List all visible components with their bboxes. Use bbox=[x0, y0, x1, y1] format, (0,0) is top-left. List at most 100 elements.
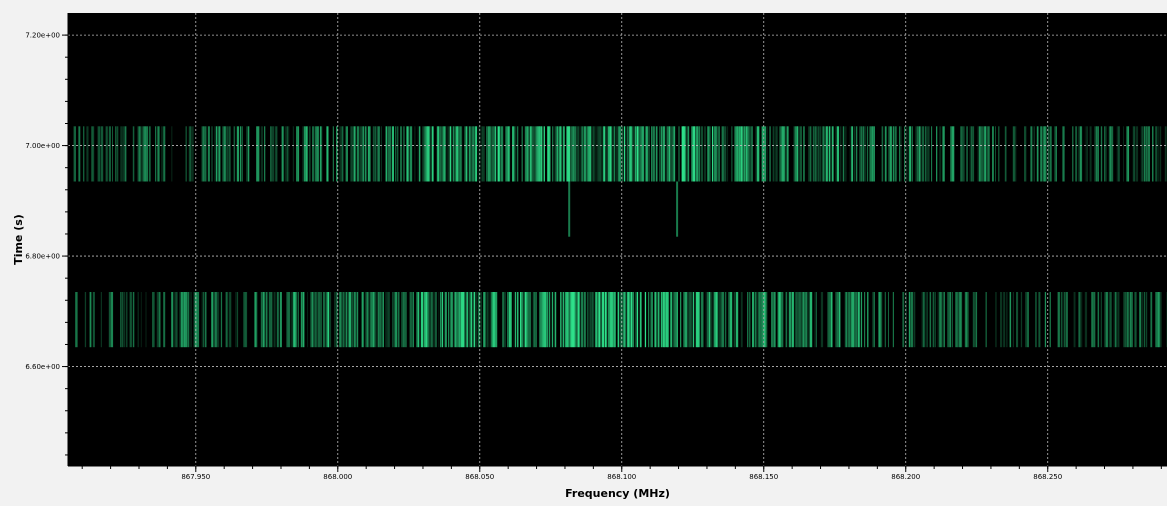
signal-stroke bbox=[961, 126, 963, 182]
signal-stroke bbox=[492, 292, 495, 348]
signal-stroke bbox=[190, 126, 192, 182]
signal-stroke bbox=[758, 126, 761, 182]
signal-stroke bbox=[1044, 126, 1047, 182]
signal-stroke bbox=[320, 126, 322, 182]
signal-stroke bbox=[390, 126, 392, 182]
signal-stroke bbox=[1016, 292, 1019, 348]
signal-stroke bbox=[110, 292, 113, 348]
signal-stroke bbox=[392, 126, 394, 182]
signal-stroke bbox=[411, 126, 413, 182]
signal-stroke bbox=[1118, 292, 1120, 348]
signal-stroke bbox=[540, 292, 543, 348]
signal-stroke bbox=[1118, 126, 1120, 182]
signal-stroke bbox=[1097, 292, 1100, 348]
signal-stroke bbox=[572, 292, 575, 348]
signal-stroke bbox=[1012, 126, 1015, 182]
signal-stroke bbox=[387, 126, 389, 182]
signal-stroke bbox=[321, 126, 323, 182]
signal-stroke bbox=[708, 126, 711, 182]
signal-stroke bbox=[892, 292, 894, 348]
signal-stroke bbox=[230, 292, 232, 348]
signal-stroke bbox=[563, 126, 565, 182]
signal-stroke bbox=[203, 126, 205, 182]
signal-stroke bbox=[614, 292, 616, 348]
signal-stroke bbox=[817, 126, 819, 182]
signal-layer bbox=[73, 126, 1167, 348]
signal-stroke bbox=[371, 292, 374, 348]
signal-stroke bbox=[441, 292, 443, 348]
signal-stroke bbox=[1009, 292, 1012, 348]
signal-stroke bbox=[966, 292, 969, 348]
signal-stroke bbox=[1084, 126, 1086, 182]
signal-stroke bbox=[1156, 292, 1159, 348]
signal-stroke bbox=[772, 126, 774, 182]
signal-stroke bbox=[894, 126, 897, 182]
signal-stroke bbox=[489, 292, 491, 348]
signal-stroke bbox=[1012, 292, 1014, 348]
signal-stroke bbox=[356, 126, 359, 182]
signal-stroke bbox=[784, 126, 786, 182]
signal-stroke bbox=[675, 126, 677, 182]
signal-stroke bbox=[609, 292, 612, 348]
signal-stroke bbox=[225, 292, 228, 348]
signal-stroke bbox=[835, 292, 837, 348]
signal-stroke bbox=[524, 292, 527, 348]
signal-stroke bbox=[288, 126, 290, 182]
signal-stroke bbox=[745, 126, 748, 182]
signal-stroke bbox=[862, 126, 865, 182]
signal-stroke bbox=[555, 126, 558, 182]
signal-stroke bbox=[574, 292, 576, 348]
signal-stroke bbox=[668, 126, 670, 182]
signal-stroke bbox=[380, 292, 382, 348]
signal-stroke bbox=[377, 126, 380, 182]
y-tick-label: 7.20e+00 bbox=[25, 32, 60, 40]
signal-stroke bbox=[739, 126, 741, 182]
signal-stroke bbox=[1155, 126, 1158, 182]
signal-stroke bbox=[622, 292, 625, 348]
signal-stroke bbox=[944, 292, 945, 348]
signal-stroke bbox=[598, 292, 601, 348]
signal-stroke bbox=[441, 126, 444, 182]
signal-stroke bbox=[236, 126, 240, 182]
signal-stroke bbox=[700, 126, 704, 182]
signal-stroke bbox=[108, 292, 111, 348]
signal-stroke bbox=[1142, 292, 1144, 348]
signal-stroke bbox=[366, 292, 369, 348]
signal-stroke bbox=[254, 292, 257, 348]
signal-stroke bbox=[520, 292, 522, 348]
signal-stroke bbox=[924, 292, 926, 348]
signal-stroke bbox=[340, 292, 342, 348]
signal-stroke bbox=[809, 292, 812, 348]
signal-stroke bbox=[516, 126, 519, 182]
signal-stroke bbox=[936, 126, 938, 182]
signal-stroke bbox=[91, 126, 94, 182]
signal-stroke bbox=[683, 126, 686, 182]
signal-stroke bbox=[1126, 292, 1129, 348]
signal-stroke bbox=[1004, 126, 1007, 182]
signal-stroke bbox=[456, 126, 459, 182]
signal-stroke bbox=[1110, 292, 1112, 348]
signal-stroke bbox=[564, 292, 567, 348]
signal-stroke bbox=[448, 126, 449, 182]
signal-stroke bbox=[691, 292, 693, 348]
signal-stroke bbox=[944, 126, 945, 182]
signal-stroke bbox=[905, 292, 907, 348]
signal-stroke bbox=[931, 126, 933, 182]
signal-stroke bbox=[148, 126, 151, 182]
signal-stroke bbox=[217, 126, 220, 182]
signal-stroke bbox=[780, 292, 783, 348]
signal-stroke bbox=[657, 292, 660, 348]
signal-stroke bbox=[1134, 126, 1136, 182]
signal-stroke bbox=[798, 126, 800, 182]
signal-stroke bbox=[952, 292, 953, 348]
signal-stroke bbox=[478, 292, 480, 348]
signal-stroke bbox=[638, 292, 640, 348]
signal-stroke bbox=[710, 126, 712, 182]
signal-stroke bbox=[427, 292, 429, 348]
signal-stroke bbox=[489, 126, 492, 182]
signal-stroke bbox=[843, 126, 845, 182]
signal-stroke bbox=[292, 292, 295, 348]
signal-stroke bbox=[707, 292, 709, 348]
signal-stroke bbox=[803, 126, 805, 182]
